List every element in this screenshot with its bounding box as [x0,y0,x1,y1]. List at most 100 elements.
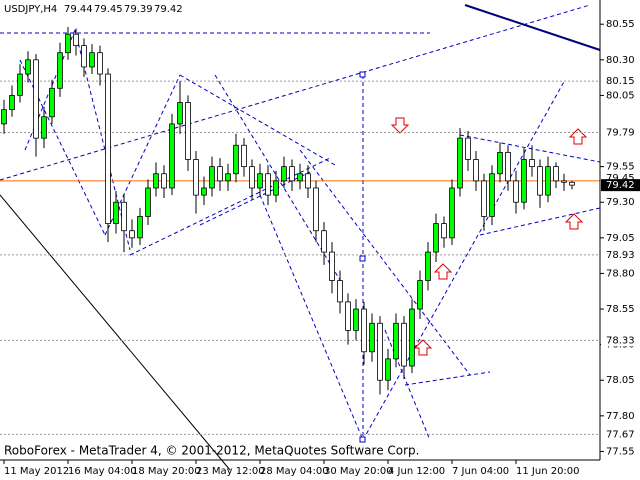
y-tick-label: 77.80 [606,411,635,422]
candle-body [289,166,295,182]
candle-body [369,322,375,353]
y-tick-label: 79.55 [606,162,635,173]
level-label: 78.93 [606,250,635,261]
level-label-bg [601,334,640,347]
x-tick-label: 7 Jun 04:00 [452,466,509,477]
candle-body [353,308,359,331]
candle-body [377,322,383,381]
y-tick-label: 80.05 [606,90,635,101]
candle-body [465,137,471,160]
level-label-bg [601,428,640,441]
candle-body [313,187,319,232]
x-tick-label: 28 May 04:00 [260,466,329,477]
level-label: 79.79 [606,127,635,138]
y-tick-label: 79.30 [606,197,635,208]
candle-body [49,87,55,118]
candle-body [505,151,511,182]
candle-body [529,159,535,168]
candle-body [481,180,487,217]
candle-body [225,173,231,182]
ask-label: 79.45 [606,173,635,184]
x-tick-label: 11 May 2012 [4,466,69,477]
level-label: 78.33 [606,335,635,346]
candle-body [417,280,423,310]
candle-body [217,166,223,182]
candle-body [553,166,559,182]
candle-body [401,322,407,367]
level-label: 80.15 [606,76,635,87]
candle-body [17,73,23,96]
candle-body [65,33,71,54]
candle-body [561,180,567,183]
candle-body [57,52,63,89]
candle-body [345,301,351,331]
candle-body [41,116,47,139]
plot-area [0,27,600,435]
candle-body [145,187,151,217]
candle-body [473,159,479,182]
candle-body [457,137,463,189]
header-close: 79.42 [154,4,183,15]
candle-body [257,173,263,189]
candle-body [409,308,415,367]
y-tick-label: 77.55 [606,446,635,457]
candle-body [497,151,503,175]
candle-body [193,159,199,196]
x-tick-label: 11 Jun 20:00 [516,466,580,477]
candle-body [545,166,551,196]
candle-body [425,251,431,281]
candle-body [329,251,335,281]
x-tick-label: 30 May 20:00 [324,466,393,477]
candle-body [513,180,519,203]
candle-body [169,123,175,189]
candle-body [161,173,167,189]
candle-body [97,52,103,75]
header-low: 79.39 [124,4,153,15]
header-open: 79.44 [64,4,93,15]
candle-body [121,201,127,232]
candle-body [449,187,455,239]
candle-body [281,166,287,182]
y-tick-label: 80.55 [606,19,635,30]
level-label-bg [601,75,640,88]
candle-body [105,73,111,224]
candle-body [337,280,343,303]
candle-body [393,322,399,360]
candle-body [137,216,143,239]
candle-body [9,95,15,111]
candle-body [265,173,271,196]
candle-body [129,230,135,239]
candle-body [73,33,79,46]
y-tick-label: 79.05 [606,233,635,244]
candle-body [185,102,191,160]
candle-body [201,187,207,196]
candle-body [569,181,575,186]
candle-body [249,166,255,189]
candle-body [33,59,39,139]
candle-body [153,173,159,189]
candle-body [305,173,311,189]
candle-body [241,144,247,168]
bid-label: 79.42 [606,180,635,191]
candle-body [537,166,543,196]
y-tick-label: 80.30 [606,55,635,66]
candle-body [521,159,527,203]
x-tick-label: 4 Jun 12:00 [388,466,445,477]
y-tick-label: 78.55 [606,304,635,315]
candle-body [209,166,215,189]
candle-body [25,59,31,75]
candle-body [489,173,495,217]
candle-body [433,223,439,253]
bid-label-bg [601,179,640,192]
level-label-bg [601,126,640,139]
candle-body [361,308,367,353]
level-label-bg [601,248,640,261]
y-tick-label: 78.80 [606,268,635,279]
symbol-title: USDJPY,H4 [4,4,57,15]
candle-body [233,144,239,175]
x-tick-label: 23 May 12:00 [196,466,265,477]
header-high: 79.45 [94,4,123,15]
footer: RoboForex - MetaTrader 4, © 2001-2012, M… [4,444,419,458]
